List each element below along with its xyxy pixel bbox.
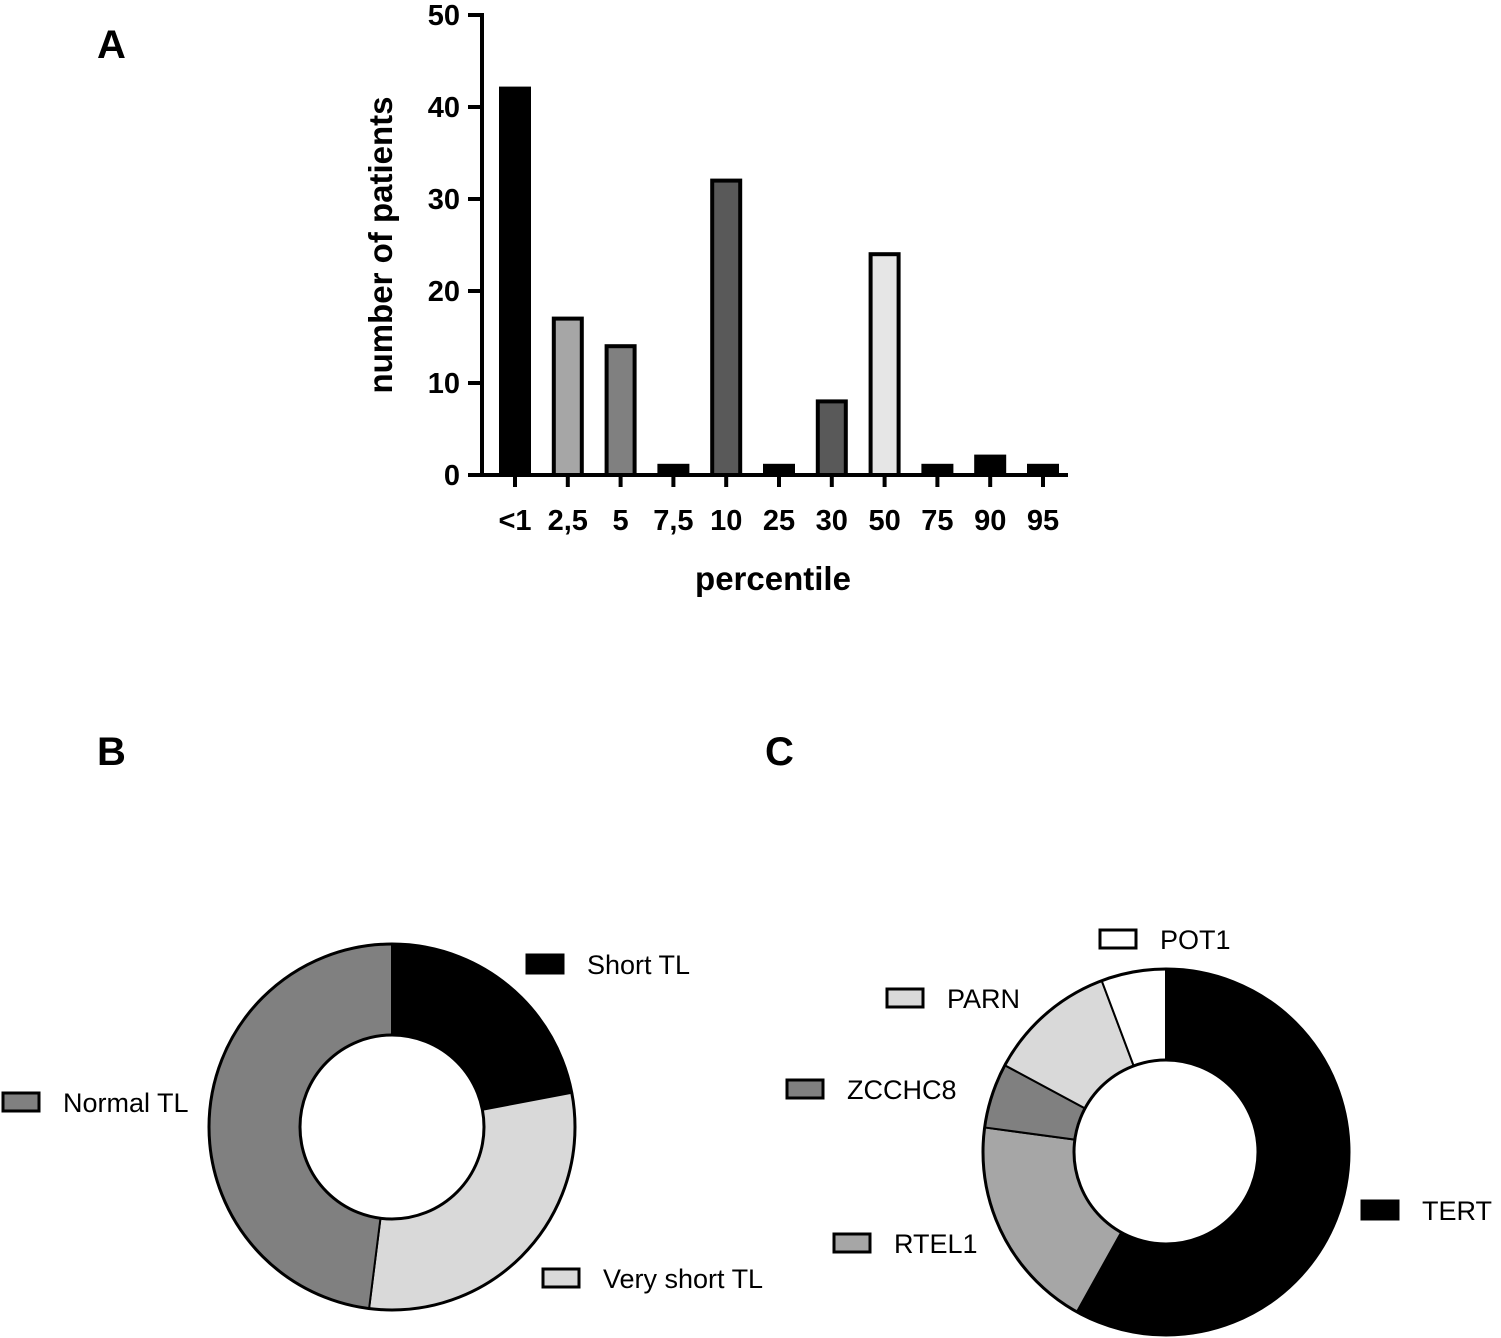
x-tick-label-75: 75	[921, 505, 953, 537]
donut-chart-genes	[981, 967, 1351, 1337]
bar-series	[499, 86, 1059, 478]
legend-swatch-tert	[1360, 1199, 1400, 1221]
panel-letter-c: C	[765, 730, 794, 774]
legend-label-normal-tl: Normal TL	[63, 1088, 189, 1118]
y-tick-label: 50	[428, 0, 460, 32]
panel-letter-b: B	[97, 730, 126, 774]
x-axis-ticks: <1 2,5 5 7,5 10 25 30 50 75 90 95	[498, 475, 1059, 537]
legend-swatch-normal-tl	[1, 1091, 41, 1113]
donut-outer-ring	[207, 942, 577, 1312]
bar-10	[710, 178, 743, 477]
legend-swatch-short-tl	[525, 953, 565, 975]
donut-hole	[1072, 1058, 1260, 1246]
x-tick-label-30: 30	[816, 505, 848, 537]
legend-label-rtel1: RTEL1	[894, 1229, 978, 1259]
x-tick-label-1: <1	[498, 505, 531, 537]
legend-swatch-very-short-tl	[541, 1267, 581, 1289]
legend-genes: TERT RTEL1 ZCCHC8 PARN POT1	[785, 925, 1492, 1259]
bar-2-5	[551, 316, 584, 477]
legend-swatch-zcchc8	[785, 1078, 825, 1100]
legend-telomere-length: Short TL Very short TL Normal TL	[1, 950, 763, 1294]
donut-hole	[298, 1033, 486, 1221]
y-tick-label: 0	[444, 460, 460, 492]
legend-label-parn: PARN	[947, 984, 1020, 1014]
x-tick-label-25: 25	[763, 505, 795, 537]
legend-label-short-tl: Short TL	[587, 950, 690, 980]
legend-label-zcchc8: ZCCHC8	[847, 1075, 957, 1105]
y-tick-label: 40	[428, 92, 460, 124]
bar-5	[604, 344, 637, 478]
bar-30	[815, 399, 848, 477]
legend-swatch-rtel1	[832, 1232, 872, 1254]
x-tick-label-50: 50	[868, 505, 900, 537]
x-tick-label-95: 95	[1027, 505, 1059, 537]
x-axis-title: percentile	[695, 560, 851, 597]
x-tick-label-5: 5	[613, 505, 629, 537]
x-tick-label-10: 10	[710, 505, 742, 537]
x-tick-label-90: 90	[974, 505, 1006, 537]
legend-swatch-pot1	[1098, 928, 1138, 950]
legend-label-pot1: POT1	[1160, 925, 1231, 955]
panel-letter-a: A	[97, 23, 126, 67]
bar-90	[974, 454, 1007, 478]
y-axis-ticks: 0 10 20 30 40 50	[428, 0, 482, 492]
x-tick-label-2-5: 2,5	[548, 505, 588, 537]
bar-chart: 0 10 20 30 40 50 <1 2,5 5 7,5 10 25 30 50 75 90 95 perc…	[362, 0, 1068, 597]
y-tick-label: 10	[428, 368, 460, 400]
bar-1	[499, 86, 531, 477]
legend-swatch-parn	[885, 987, 925, 1009]
y-tick-label: 20	[428, 276, 460, 308]
x-tick-label-7-5: 7,5	[653, 505, 693, 537]
bar-50	[868, 252, 901, 477]
legend-label-very-short-tl: Very short TL	[603, 1264, 763, 1294]
y-tick-label: 30	[428, 184, 460, 216]
y-axis-title: number of patients	[362, 96, 399, 393]
donut-chart-telomere-length	[207, 942, 577, 1312]
donut-outer-ring	[981, 967, 1351, 1337]
legend-label-tert: TERT	[1422, 1196, 1492, 1226]
